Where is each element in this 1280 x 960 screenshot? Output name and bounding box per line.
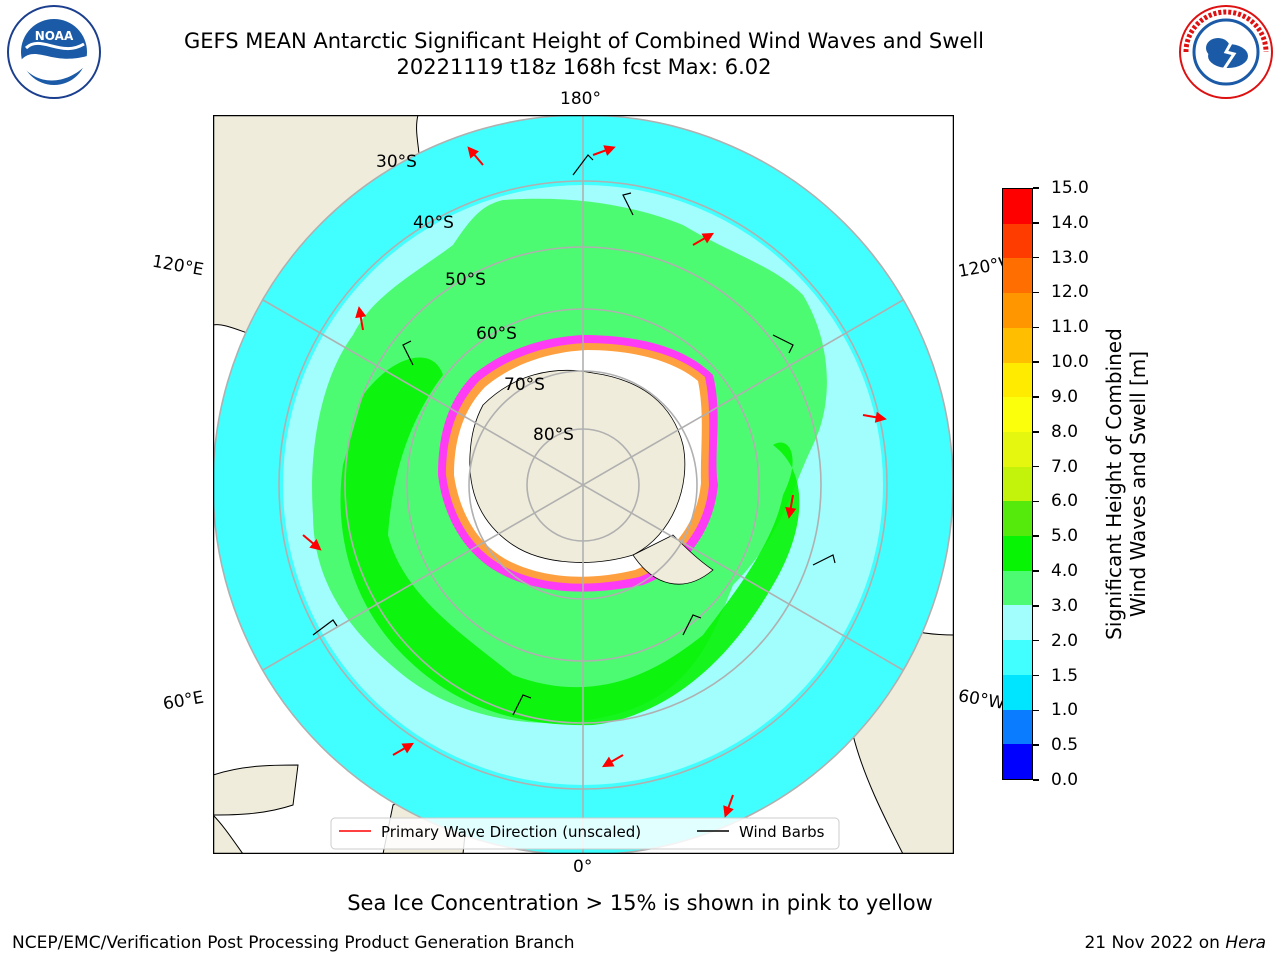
colorbar-segment xyxy=(1003,570,1032,606)
lon-label-120e: 120°E xyxy=(150,251,206,281)
colorbar-segment xyxy=(1003,223,1032,259)
colorbar-tick-mark xyxy=(1033,222,1039,224)
colorbar-segment xyxy=(1003,744,1032,779)
footer-date: 21 Nov 2022 on xyxy=(1084,933,1226,953)
wave-arrows xyxy=(302,145,887,818)
colorbar-ticks: 0.0 0.5 1.0 1.5 2.0 3.0 4.0 5.0 6.0 7.0 8.0 9.0 10.0… xyxy=(1033,178,1093,790)
colorbar-segment xyxy=(1003,605,1032,641)
nws-logo xyxy=(1178,4,1274,100)
lon-label-bottom: 0° xyxy=(573,857,593,877)
colorbar-segment xyxy=(1003,536,1032,571)
lat-label-30s: 30°S xyxy=(376,152,417,172)
colorbar-tick-mark xyxy=(1033,361,1039,363)
colorbar-tick-label: 14.0 xyxy=(1051,212,1089,233)
colorbar-tick-mark xyxy=(1033,256,1039,259)
colorbar-tick-label: 11.0 xyxy=(1051,317,1089,338)
colorbar-tick-mark xyxy=(1033,326,1039,329)
map-panel: Primary Wave Direction (unscaled) Wind B… xyxy=(212,114,955,856)
polar-map: Primary Wave Direction (unscaled) Wind B… xyxy=(212,114,955,856)
colorbar-segment xyxy=(1003,501,1032,537)
colorbar-tick-label: 12.0 xyxy=(1051,282,1089,303)
colorbar-segment xyxy=(1003,362,1032,398)
colorbar-tick-mark xyxy=(1033,291,1039,294)
map-title: GEFS MEAN Antarctic Significant Height o… xyxy=(183,29,985,53)
colorbar-segment xyxy=(1003,327,1032,363)
colorbar-segment xyxy=(1003,397,1032,432)
colorbar-tick-label: 1.0 xyxy=(1051,700,1079,721)
colorbar-tick-mark xyxy=(1033,535,1039,537)
colorbar-segment xyxy=(1003,674,1032,710)
colorbar-tick-mark xyxy=(1033,709,1039,712)
lat-label-60s: 60°S xyxy=(476,324,517,344)
colorbar-tick-mark xyxy=(1033,674,1039,677)
colorbar-tick-label: 5.0 xyxy=(1051,526,1079,547)
colorbar-tick-label: 9.0 xyxy=(1051,386,1079,407)
colorbar-label-line1: Significant Height of Combined xyxy=(1102,328,1126,640)
colorbar-tick-label: 3.0 xyxy=(1051,595,1079,616)
colorbar-tick-mark xyxy=(1033,431,1039,433)
colorbar-tick-label: 0.0 xyxy=(1051,770,1079,790)
colorbar-segment xyxy=(1003,431,1032,467)
lat-label-70s: 70°S xyxy=(504,375,545,395)
noaa-logo-text: NOAA xyxy=(35,29,74,43)
colorbar-tick-label: 4.0 xyxy=(1051,561,1079,582)
colorbar-segment xyxy=(1003,189,1032,224)
noaa-logo: NOAA xyxy=(6,4,102,100)
map-subtitle: 20221119 t18z 168h fcst Max: 6.02 xyxy=(396,55,772,79)
lat-label-50s: 50°S xyxy=(445,270,486,290)
legend-barb-label: Wind Barbs xyxy=(739,823,825,841)
colorbar-tick-label: 2.0 xyxy=(1051,630,1079,651)
colorbar-tick-label: 10.0 xyxy=(1051,352,1089,373)
colorbar-tick-mark xyxy=(1033,744,1039,746)
colorbar-segment xyxy=(1003,293,1032,328)
colorbar-tick-mark xyxy=(1033,465,1039,468)
lat-label-80s: 80°S xyxy=(533,425,574,445)
colorbar-segment xyxy=(1003,709,1032,745)
legend-wave-label: Primary Wave Direction (unscaled) xyxy=(381,823,641,841)
colorbar-tick-mark xyxy=(1033,639,1039,642)
colorbar-tick-label: 15.0 xyxy=(1051,178,1089,198)
colorbar-tick-mark xyxy=(1033,500,1039,503)
colorbar-tick-label: 1.5 xyxy=(1051,665,1079,686)
colorbar-segment xyxy=(1003,466,1032,502)
colorbar-tick-mark xyxy=(1033,396,1039,398)
footer-left: NCEP/EMC/Verification Post Processing Pr… xyxy=(12,933,575,953)
colorbar-tick-label: 7.0 xyxy=(1051,456,1079,477)
colorbar-tick-mark xyxy=(1033,605,1039,607)
legend: Primary Wave Direction (unscaled) Wind B… xyxy=(330,817,840,850)
colorbar-tick-mark xyxy=(1033,779,1039,781)
colorbar-segment xyxy=(1003,258,1032,294)
colorbar-tick-label: 6.0 xyxy=(1051,491,1079,512)
colorbar-tick-mark xyxy=(1033,187,1039,189)
wave-field xyxy=(213,115,953,855)
wind-barbs xyxy=(312,154,836,716)
colorbar-label-line2: Wind Waves and Swell [m] xyxy=(1126,350,1150,618)
colorbar xyxy=(1002,188,1033,780)
colorbar-tick-mark xyxy=(1033,570,1039,572)
colorbar-tick-label: 8.0 xyxy=(1051,421,1079,442)
footer-machine: Hera xyxy=(1225,933,1266,953)
caption: Sea Ice Concentration > 15% is shown in … xyxy=(347,891,933,915)
footer-right: 21 Nov 2022 on Hera xyxy=(1084,933,1266,953)
lon-label-60e: 60°E xyxy=(161,687,206,715)
colorbar-tick-label: 13.0 xyxy=(1051,247,1089,268)
lon-label-60w: 60°W xyxy=(956,686,1007,714)
colorbar-tick-label: 0.5 xyxy=(1051,735,1079,756)
colorbar-segment xyxy=(1003,640,1032,675)
lon-label-top: 180° xyxy=(560,89,601,109)
lat-label-40s: 40°S xyxy=(413,213,454,233)
